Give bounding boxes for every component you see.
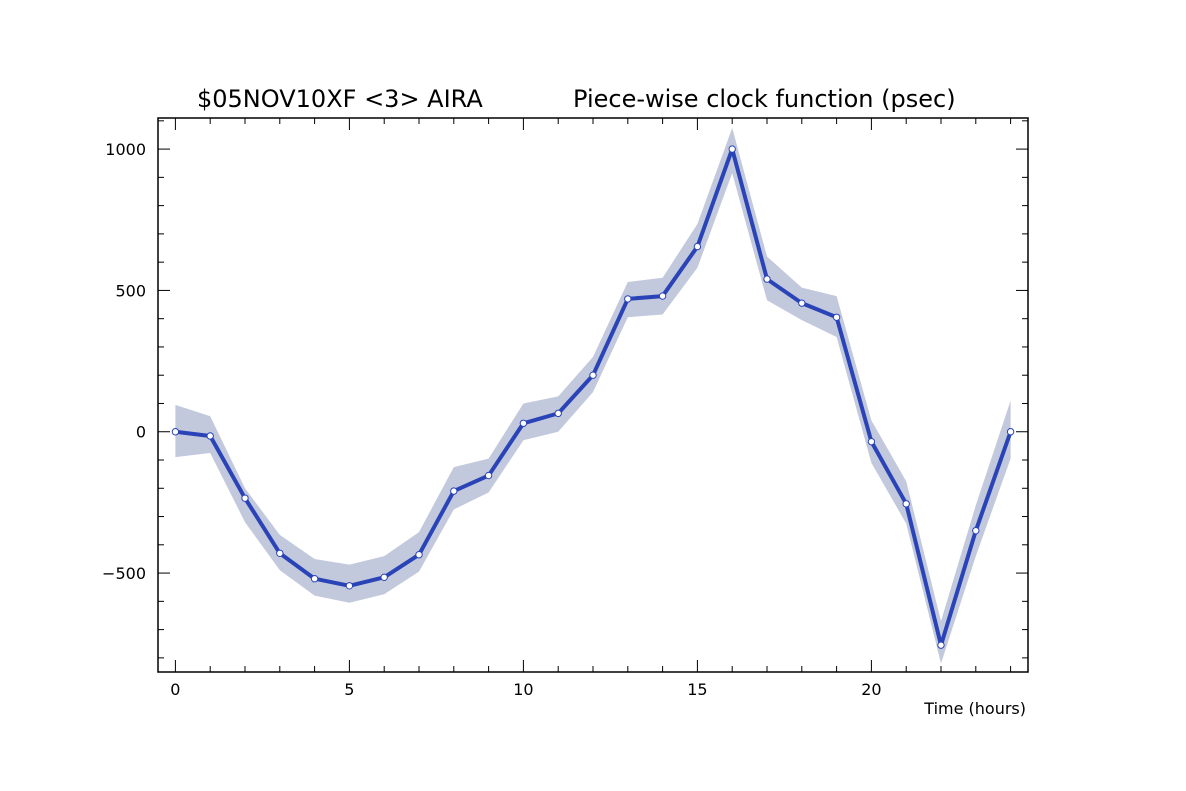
- data-point: [763, 275, 771, 283]
- y-tick-label: −500: [102, 564, 146, 583]
- data-point: [937, 641, 945, 649]
- data-point: [624, 295, 632, 303]
- data-point: [728, 145, 736, 153]
- x-tick-label: 0: [170, 680, 180, 699]
- data-point: [867, 437, 876, 446]
- data-point-layer: [171, 145, 1015, 649]
- data-point: [972, 526, 980, 535]
- chart-title-left: $05NOV10XF <3> AIRA: [197, 85, 483, 113]
- data-point: [484, 471, 493, 480]
- data-point: [554, 409, 562, 418]
- data-point: [276, 549, 284, 557]
- data-point: [345, 582, 354, 590]
- data-point: [415, 551, 423, 559]
- data-point: [380, 573, 388, 582]
- data-point: [241, 494, 249, 502]
- series-line: [175, 147, 1013, 648]
- data-point: [171, 428, 180, 436]
- error-band-layer: [175, 127, 1011, 664]
- data-point: [902, 500, 910, 508]
- x-tick-label: 20: [861, 680, 881, 699]
- chart-title-right: Piece-wise clock function (psec): [573, 85, 956, 113]
- data-point: [658, 292, 667, 300]
- x-tick-label: 5: [344, 680, 354, 699]
- data-point: [832, 313, 841, 321]
- error-band: [175, 127, 1011, 664]
- axis-tick-layer: [158, 118, 1028, 672]
- data-point: [206, 432, 214, 440]
- x-tick-label: 15: [687, 680, 707, 699]
- x-tick-label: 10: [513, 680, 533, 699]
- y-tick-label-layer: −500 0 500 1000: [102, 140, 146, 583]
- data-point: [519, 419, 528, 427]
- y-tick-label: 1000: [105, 140, 146, 159]
- data-point: [589, 371, 597, 379]
- data-point: [310, 575, 319, 583]
- data-point: [693, 242, 702, 251]
- data-point: [1006, 428, 1015, 436]
- x-tick-label-layer: 0 5 10 15 20: [170, 680, 881, 699]
- data-point: [450, 487, 458, 495]
- series-line-layer: [175, 147, 1013, 648]
- x-axis-label: Time (hours): [923, 699, 1026, 718]
- plot-frame: [157, 117, 1029, 673]
- y-tick-label: 500: [115, 281, 146, 300]
- y-tick-label: 0: [136, 423, 146, 442]
- data-point: [798, 299, 806, 307]
